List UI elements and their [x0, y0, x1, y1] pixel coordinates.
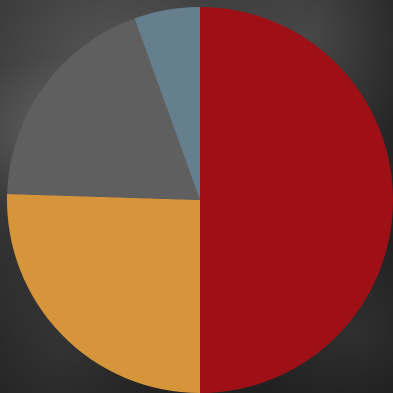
- pie-slice-3: [7, 18, 201, 201]
- pie-slice-2: [6, 193, 201, 393]
- pie-slice-4: [134, 7, 200, 200]
- pie-slice-1: [200, 7, 393, 393]
